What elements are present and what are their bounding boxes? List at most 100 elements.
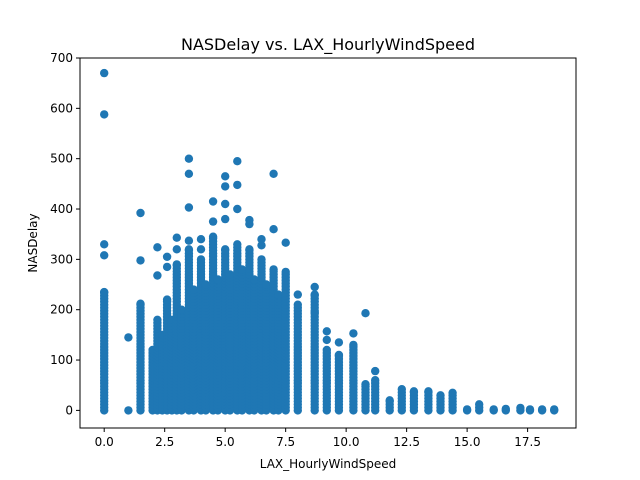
data-point-outlier bbox=[136, 256, 145, 265]
data-point-outlier bbox=[334, 338, 344, 347]
data-point bbox=[196, 255, 206, 264]
y-tick-label: 600 bbox=[50, 101, 73, 115]
data-point bbox=[525, 405, 535, 414]
data-point bbox=[189, 285, 198, 294]
data-point-outlier bbox=[257, 235, 266, 244]
data-point bbox=[334, 350, 344, 360]
plot-frame bbox=[79, 57, 577, 429]
data-point-outlier bbox=[310, 282, 319, 292]
data-point-outlier bbox=[100, 251, 109, 260]
x-tick-label: 0.0 bbox=[95, 435, 114, 449]
data-point bbox=[550, 405, 559, 414]
data-point-outlier bbox=[221, 199, 230, 209]
data-point-outlier bbox=[196, 245, 206, 254]
data-point-outlier bbox=[233, 180, 242, 190]
data-point bbox=[385, 396, 394, 405]
data-point-outlier bbox=[233, 204, 242, 214]
data-point bbox=[262, 280, 271, 289]
y-tick-label: 700 bbox=[50, 51, 73, 65]
y-tick-label: 100 bbox=[50, 353, 73, 367]
data-point bbox=[124, 406, 133, 415]
data-point-outlier bbox=[257, 241, 266, 250]
x-tick-label: 17.5 bbox=[514, 435, 541, 449]
data-point bbox=[274, 290, 283, 299]
y-tick-label: 0 bbox=[65, 403, 73, 417]
y-tick-label: 200 bbox=[50, 303, 73, 317]
data-point bbox=[201, 280, 210, 289]
data-point-outlier bbox=[136, 208, 145, 218]
data-point bbox=[361, 380, 370, 389]
data-point-outlier bbox=[233, 157, 242, 166]
data-point-outlier bbox=[293, 290, 302, 299]
data-point bbox=[293, 300, 302, 309]
data-point bbox=[162, 295, 172, 304]
data-point-outlier bbox=[361, 309, 370, 318]
data-point-outlier bbox=[310, 308, 319, 317]
data-point-outlier bbox=[162, 262, 172, 272]
data-point bbox=[225, 270, 235, 279]
data-point bbox=[397, 385, 406, 394]
data-point bbox=[269, 265, 278, 274]
data-point bbox=[501, 404, 510, 414]
data-point-outlier bbox=[100, 68, 109, 78]
x-tick-label: 7.5 bbox=[276, 435, 295, 449]
data-point bbox=[221, 245, 230, 254]
data-point-outlier bbox=[208, 197, 218, 206]
data-point-outlier bbox=[196, 235, 206, 244]
data-point bbox=[537, 405, 547, 414]
data-point-outlier bbox=[221, 182, 230, 191]
x-tick-label: 2.5 bbox=[155, 435, 174, 449]
y-axis-label: NASDelay bbox=[26, 213, 40, 272]
data-point bbox=[237, 265, 247, 274]
data-point-outlier bbox=[221, 214, 230, 224]
data-point bbox=[281, 267, 290, 277]
x-axis-label: LAX_HourlyWindSpeed bbox=[260, 457, 397, 471]
data-point-outlier bbox=[349, 329, 358, 338]
data-point-outlier bbox=[221, 172, 230, 181]
data-point bbox=[250, 275, 259, 284]
data-point bbox=[310, 290, 319, 299]
data-point bbox=[371, 376, 380, 385]
data-point-outlier bbox=[184, 203, 194, 212]
data-point-outlier bbox=[172, 233, 181, 242]
data-point bbox=[153, 315, 162, 324]
data-point bbox=[424, 387, 433, 396]
data-point bbox=[349, 340, 358, 350]
data-point bbox=[233, 240, 242, 249]
data-point-outlier bbox=[281, 238, 290, 247]
data-point bbox=[448, 388, 457, 397]
data-point bbox=[245, 245, 254, 254]
y-tick-label: 400 bbox=[50, 202, 73, 216]
data-point bbox=[172, 260, 181, 269]
data-point bbox=[100, 287, 109, 297]
data-point-outlier bbox=[322, 335, 331, 345]
y-tick-label: 300 bbox=[50, 252, 73, 266]
data-point-outlier bbox=[371, 366, 380, 376]
chart-title: NASDelay vs. LAX_HourlyWindSpeed bbox=[181, 35, 475, 55]
data-point-outlier bbox=[245, 219, 254, 229]
data-point bbox=[184, 245, 194, 254]
data-point-outlier bbox=[184, 154, 194, 163]
data-point bbox=[213, 275, 223, 284]
data-point-outlier bbox=[100, 110, 109, 119]
data-point-outlier bbox=[184, 169, 194, 178]
data-point bbox=[322, 345, 331, 355]
data-point bbox=[516, 403, 525, 413]
data-point-outlier bbox=[172, 245, 181, 254]
points-layer bbox=[100, 68, 559, 415]
data-point bbox=[436, 391, 445, 400]
data-point-outlier bbox=[269, 169, 278, 178]
data-point bbox=[257, 255, 266, 264]
x-tick-label: 5.0 bbox=[216, 435, 235, 449]
data-point-outlier bbox=[208, 217, 218, 226]
data-point bbox=[462, 405, 472, 414]
y-axis-ticks: 0 100 200 300 400 500 600 700 bbox=[50, 51, 80, 417]
data-point bbox=[136, 299, 145, 308]
x-tick-label: 15.0 bbox=[454, 435, 481, 449]
data-point bbox=[489, 405, 498, 414]
x-tick-label: 10.0 bbox=[333, 435, 360, 449]
y-tick-label: 500 bbox=[50, 152, 73, 166]
x-tick-label: 12.5 bbox=[393, 435, 420, 449]
data-point-outlier bbox=[153, 271, 162, 280]
